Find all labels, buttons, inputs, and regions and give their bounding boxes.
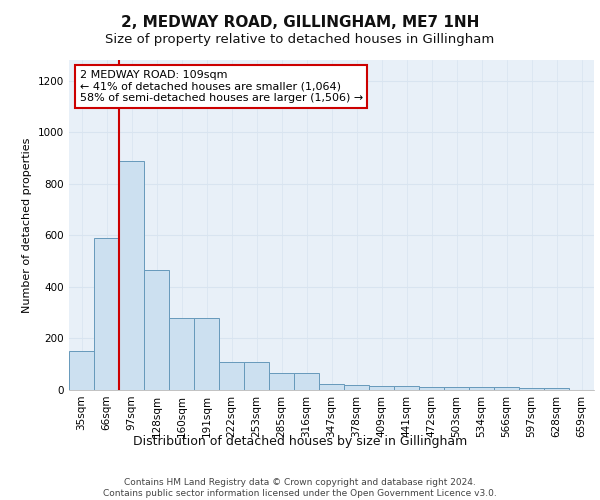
- Bar: [144, 270, 169, 390]
- Text: 2, MEDWAY ROAD, GILLINGHAM, ME7 1NH: 2, MEDWAY ROAD, GILLINGHAM, ME7 1NH: [121, 15, 479, 30]
- Bar: [494, 388, 519, 390]
- Bar: [269, 373, 294, 390]
- Bar: [244, 362, 269, 390]
- Bar: [394, 386, 419, 390]
- Bar: [169, 318, 194, 390]
- Bar: [544, 388, 569, 390]
- Bar: [369, 386, 394, 390]
- Bar: [344, 385, 369, 390]
- Text: Contains HM Land Registry data © Crown copyright and database right 2024.
Contai: Contains HM Land Registry data © Crown c…: [103, 478, 497, 498]
- Bar: [94, 238, 119, 390]
- Bar: [444, 388, 469, 390]
- Text: Distribution of detached houses by size in Gillingham: Distribution of detached houses by size …: [133, 435, 467, 448]
- Bar: [519, 388, 544, 390]
- Bar: [194, 318, 219, 390]
- Text: Size of property relative to detached houses in Gillingham: Size of property relative to detached ho…: [106, 32, 494, 46]
- Bar: [219, 362, 244, 390]
- Y-axis label: Number of detached properties: Number of detached properties: [22, 138, 32, 312]
- Bar: [119, 160, 144, 390]
- Text: 2 MEDWAY ROAD: 109sqm
← 41% of detached houses are smaller (1,064)
58% of semi-d: 2 MEDWAY ROAD: 109sqm ← 41% of detached …: [79, 70, 363, 103]
- Bar: [319, 384, 344, 390]
- Bar: [69, 352, 94, 390]
- Bar: [294, 373, 319, 390]
- Bar: [419, 388, 444, 390]
- Bar: [469, 388, 494, 390]
